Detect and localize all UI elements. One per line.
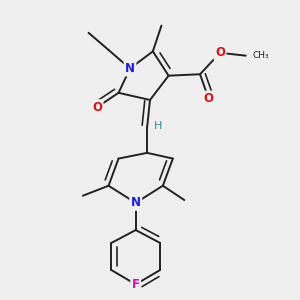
- Text: H: H: [154, 121, 162, 131]
- Text: O: O: [92, 100, 102, 114]
- Text: O: O: [215, 46, 225, 59]
- Text: F: F: [132, 278, 140, 291]
- Text: O: O: [204, 92, 214, 105]
- Text: CH₃: CH₃: [253, 51, 269, 60]
- Text: N: N: [125, 62, 135, 75]
- Text: N: N: [131, 196, 141, 209]
